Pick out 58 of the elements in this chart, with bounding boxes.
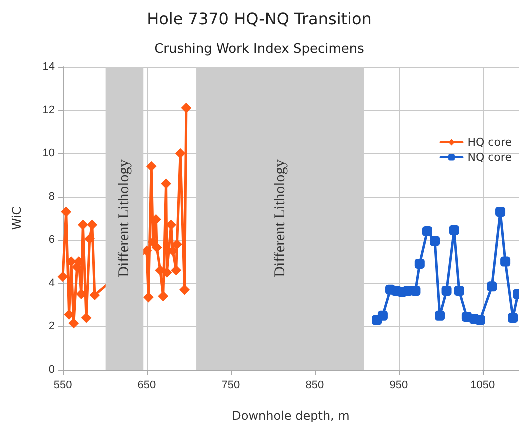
point bbox=[171, 265, 182, 276]
x-tick-label: 750 bbox=[222, 380, 240, 392]
x-tick-label: 950 bbox=[390, 380, 408, 392]
point bbox=[180, 284, 190, 295]
point bbox=[90, 290, 100, 300]
point bbox=[166, 220, 176, 230]
y-tick-label: 6 bbox=[48, 234, 55, 246]
point bbox=[508, 313, 518, 324]
point bbox=[84, 234, 95, 244]
point bbox=[144, 292, 154, 302]
chart-title: Hole 7370 HQ-NQ Transition bbox=[147, 10, 372, 28]
point bbox=[172, 239, 182, 250]
y-tick-label: 0 bbox=[48, 364, 55, 376]
point bbox=[487, 282, 498, 292]
y-tick-label: 2 bbox=[48, 320, 55, 333]
point bbox=[87, 220, 98, 230]
y-axis-title: WiC bbox=[10, 206, 24, 230]
point bbox=[82, 313, 92, 324]
chart-subtitle: Crushing Work Index Specimens bbox=[154, 42, 365, 57]
x-tick-label: 1050 bbox=[470, 380, 496, 392]
y-tick-label: 10 bbox=[42, 148, 55, 160]
point bbox=[146, 162, 157, 172]
point bbox=[430, 236, 440, 246]
x-tick-label: 550 bbox=[54, 380, 72, 392]
x-tick-label: 850 bbox=[306, 380, 324, 392]
point bbox=[414, 258, 425, 269]
point bbox=[58, 272, 68, 282]
x-axis-title: Downhole depth, m bbox=[232, 409, 350, 423]
x-tick-label: 650 bbox=[138, 380, 156, 392]
legend-label: NQ core bbox=[468, 151, 512, 164]
point bbox=[158, 291, 168, 302]
y-tick-label: 12 bbox=[42, 104, 55, 116]
legend-label: HQ core bbox=[468, 136, 512, 149]
point bbox=[181, 103, 192, 114]
point bbox=[454, 286, 464, 296]
point bbox=[435, 310, 446, 321]
point bbox=[442, 286, 452, 296]
point bbox=[61, 207, 72, 218]
point bbox=[496, 207, 506, 218]
point bbox=[422, 226, 432, 236]
point bbox=[162, 268, 172, 278]
point bbox=[161, 178, 172, 189]
point bbox=[500, 256, 511, 267]
point bbox=[78, 220, 88, 230]
point bbox=[66, 256, 76, 267]
point bbox=[449, 225, 460, 236]
point bbox=[410, 286, 421, 296]
y-tick-label: 14 bbox=[42, 61, 55, 73]
y-tick-label: 8 bbox=[48, 190, 55, 203]
point bbox=[378, 310, 388, 321]
point bbox=[68, 318, 79, 328]
point bbox=[148, 237, 158, 248]
point bbox=[475, 315, 486, 326]
band-label: Different Lithology bbox=[116, 159, 133, 278]
point bbox=[176, 148, 186, 159]
y-tick-label: 4 bbox=[48, 277, 55, 290]
band-label: Different Lithology bbox=[272, 159, 289, 278]
point bbox=[152, 242, 162, 253]
